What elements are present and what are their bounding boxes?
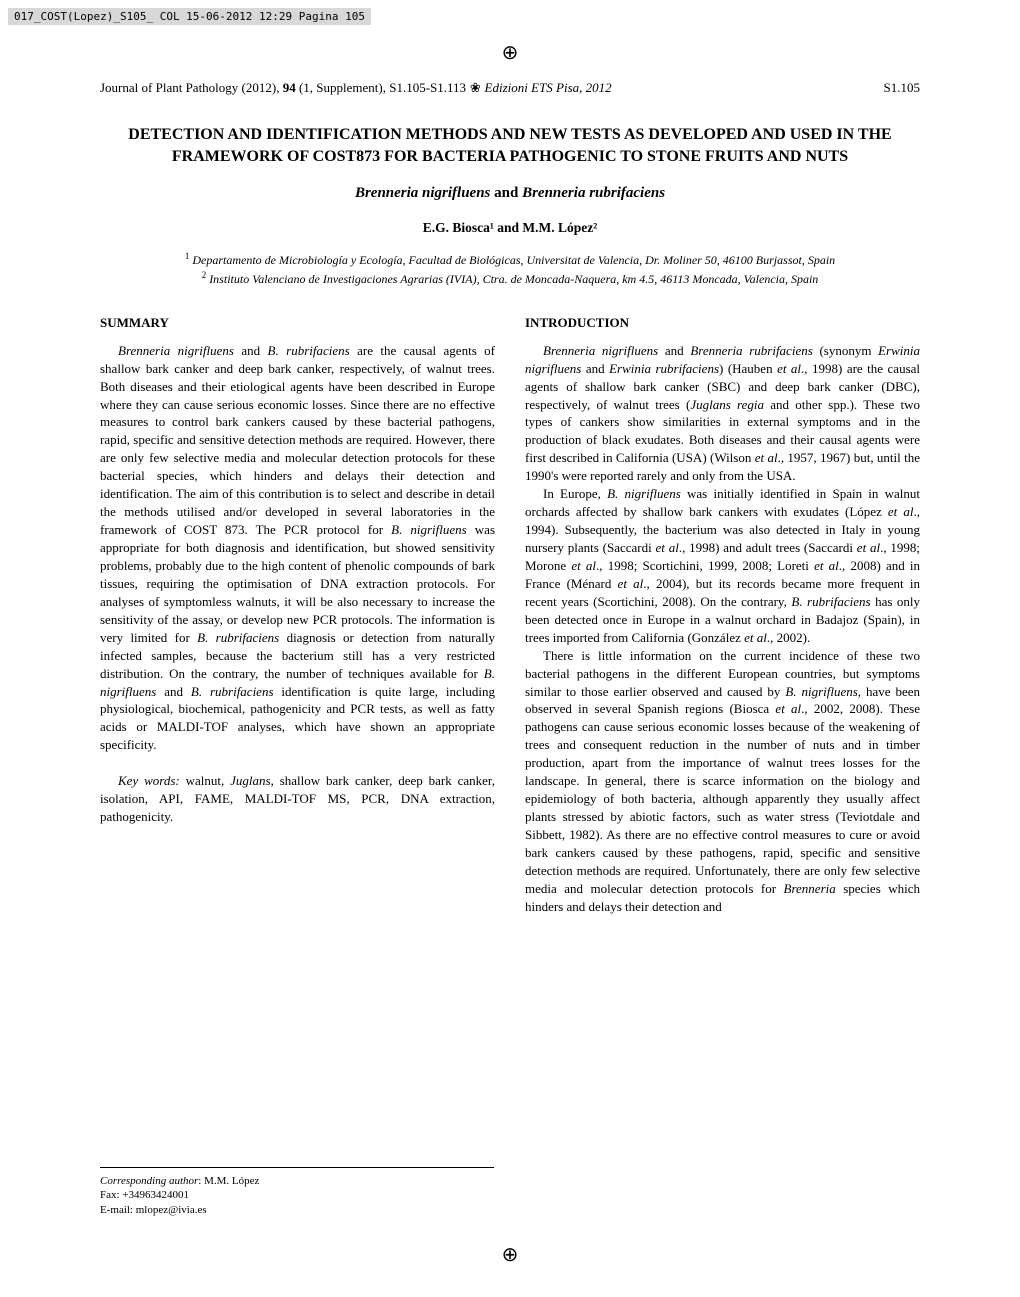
journal-name: Journal of Plant Pathology (2012), (100, 80, 283, 95)
intro-para-1: Brenneria nigrifluens and Brenneria rubr… (525, 342, 920, 486)
authors: E.G. Biosca¹ and M.M. López² (100, 220, 920, 236)
introduction-heading: INTRODUCTION (525, 314, 920, 332)
publisher-logo-icon: ❀ (469, 80, 481, 96)
crop-mark-bottom-icon: ⊕ (502, 1242, 519, 1267)
corresponding-fax: Fax: +34963424001 (100, 1188, 494, 1202)
print-annotation: 017_COST(Lopez)_S105_ COL 15-06-2012 12:… (8, 8, 371, 25)
summary-body: Brenneria nigrifluens and B. rubrifacien… (100, 342, 495, 755)
summary-heading: SUMMARY (100, 314, 495, 332)
affiliations: 1 Departamento de Microbiología y Ecolog… (100, 250, 920, 288)
issue-pages: (1, Supplement), S1.105-S1.113 (296, 80, 466, 95)
affiliation-2: 2 Instituto Valenciano de Investigacione… (100, 269, 920, 288)
running-header: Journal of Plant Pathology (2012), 94 (1… (100, 80, 920, 96)
corresponding-name: : M.M. López (198, 1175, 259, 1187)
species-1: Brenneria nigrifluens (355, 185, 490, 201)
article-subtitle: Brenneria nigrifluens and Brenneria rubr… (100, 185, 920, 202)
volume: 94 (283, 80, 296, 95)
affil-2-text: Instituto Valenciano de Investigaciones … (206, 272, 818, 286)
affiliation-1: 1 Departamento de Microbiología y Ecolog… (100, 250, 920, 269)
keywords-label: Key words: (118, 773, 180, 788)
publisher-name: Edizioni ETS Pisa (485, 80, 580, 95)
intro-para-3: There is little information on the curre… (525, 647, 920, 916)
page-number: S1.105 (884, 80, 920, 96)
publication-year: 2012 (586, 80, 612, 95)
left-column: SUMMARY Brenneria nigrifluens and B. rub… (100, 314, 495, 916)
corresponding-email: E-mail: mlopez@ivia.es (100, 1203, 494, 1217)
intro-para-2: In Europe, B. nigrifluens was initially … (525, 485, 920, 646)
body-columns: SUMMARY Brenneria nigrifluens and B. rub… (100, 314, 920, 916)
species-2: Brenneria rubrifaciens (522, 185, 665, 201)
journal-citation: Journal of Plant Pathology (2012), 94 (1… (100, 80, 884, 96)
corresponding-author-block: Corresponding author: M.M. López Fax: +3… (100, 1167, 494, 1217)
crop-mark-top-icon: ⊕ (502, 40, 519, 65)
right-column: INTRODUCTION Brenneria nigrifluens and B… (525, 314, 920, 916)
corresponding-label: Corresponding author (100, 1175, 198, 1187)
affil-1-text: Departamento de Microbiología y Ecología… (189, 253, 835, 267)
subtitle-connector: and (490, 185, 522, 201)
article-title: DETECTION AND IDENTIFICATION METHODS AND… (100, 124, 920, 167)
keywords: Key words: walnut, Juglans, shallow bark… (100, 772, 495, 826)
